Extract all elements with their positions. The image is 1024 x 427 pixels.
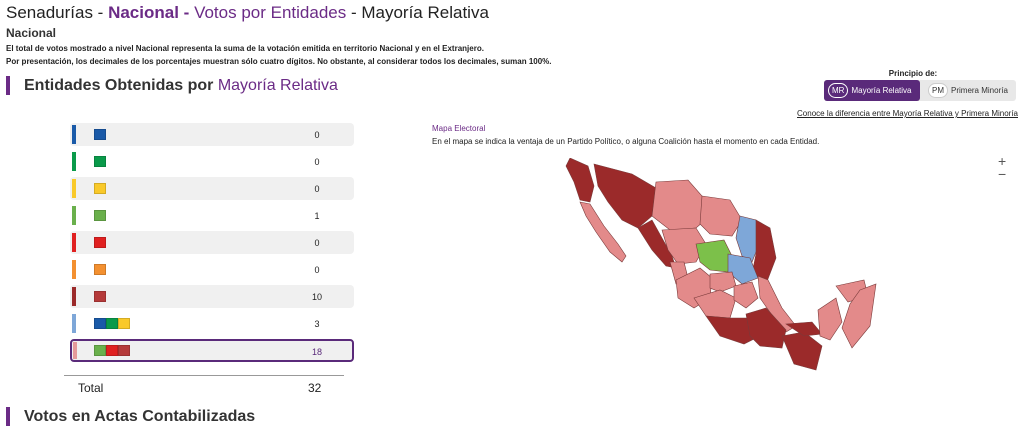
morena-logo [94, 291, 106, 302]
party-value: 0 [314, 157, 320, 167]
primera-minoria-button[interactable]: PM Primera Minoría [924, 80, 1016, 101]
principio-label: Principio de: [888, 69, 938, 78]
breadcrumb-votos-entidades[interactable]: Votos por Entidades [194, 3, 347, 22]
breadcrumb-nacional[interactable]: Nacional - [108, 3, 190, 22]
party-logos [94, 291, 106, 302]
party-row[interactable]: 1 [70, 204, 354, 227]
party-color-bar [72, 152, 76, 171]
party-row[interactable]: 10 [70, 285, 354, 308]
pm-badge: PM [928, 83, 948, 98]
party-color-bar [72, 206, 76, 225]
party-value: 18 [311, 347, 322, 357]
party-value: 10 [311, 292, 322, 302]
state-chiapas[interactable] [781, 331, 823, 371]
party-row[interactable]: 0 [70, 177, 354, 200]
total-divider [64, 375, 344, 376]
party-value: 0 [314, 265, 320, 275]
party-logos [94, 156, 106, 167]
party-value: 3 [314, 319, 320, 329]
party-color-bar [72, 314, 76, 333]
state-san-luis-potosi[interactable] [727, 253, 759, 285]
pan-logo [94, 318, 106, 329]
party-value: 1 [314, 211, 320, 221]
prd-logo [118, 318, 130, 329]
state-sonora[interactable] [593, 163, 657, 229]
mr-badge: MR [828, 83, 849, 98]
party-logos [94, 129, 106, 140]
total-value: 32 [308, 381, 322, 395]
party-value: 0 [314, 184, 320, 194]
map-title: Mapa Electoral [432, 124, 486, 133]
pri-logo [106, 318, 118, 329]
party-row[interactable]: 0 [70, 150, 354, 173]
pvem-logo [94, 345, 106, 356]
pm-label: Primera Minoría [951, 86, 1008, 95]
party-color-bar [73, 342, 77, 359]
state-michoacan[interactable] [693, 289, 737, 319]
party-row[interactable]: 0 [70, 123, 354, 146]
state-durango[interactable] [661, 227, 707, 265]
party-color-bar [72, 125, 76, 144]
pt-logo [106, 345, 118, 356]
prd-logo [94, 183, 106, 194]
morena-logo [118, 345, 130, 356]
total-label: Total [78, 381, 104, 395]
party-color-bar [72, 287, 76, 306]
breadcrumb: Senadurías - Nacional - Votos por Entida… [6, 3, 489, 23]
mr-label: Mayoría Relativa [851, 86, 912, 95]
party-row[interactable]: 0 [70, 258, 354, 281]
breadcrumb-mayoria: - Mayoría Relativa [350, 3, 489, 22]
state-baja-california-sur[interactable] [579, 201, 627, 263]
party-logos [94, 345, 130, 356]
party-logos [94, 264, 106, 275]
state-estado-mexico[interactable] [733, 281, 759, 309]
state-quintana-roo[interactable] [841, 283, 877, 349]
zoom-out-button[interactable]: − [998, 166, 1007, 182]
state-zacatecas[interactable] [695, 239, 733, 273]
party-row[interactable]: 0 [70, 231, 354, 254]
pri-logo [94, 156, 106, 167]
zoom-in-button[interactable]: + [998, 153, 1007, 169]
entidades-heading-accent: Mayoría Relativa [217, 77, 338, 94]
note-total: El total de votos mostrado a nivel Nacio… [6, 44, 484, 53]
pvem-logo [94, 210, 106, 221]
mc-logo [94, 264, 106, 275]
party-logos [94, 210, 106, 221]
votos-actas-heading: Votos en Actas Contabilizadas [6, 407, 255, 426]
principio-toggle: MR Mayoría Relativa PM Primera Minoría [824, 80, 1016, 101]
party-color-bar [72, 260, 76, 279]
state-coahuila[interactable] [699, 195, 743, 237]
party-color-bar [72, 179, 76, 198]
map-subtitle: En el mapa se indica la ventaja de un Pa… [432, 137, 820, 146]
party-logos [94, 183, 106, 194]
note-decimals: Por presentación, los decimales de los p… [6, 57, 552, 66]
entidades-heading: Entidades Obtenidas por Mayoría Relativa [6, 76, 338, 95]
party-value: 0 [314, 238, 320, 248]
state-guanajuato[interactable] [709, 271, 737, 293]
entidades-heading-main: Entidades Obtenidas por [24, 77, 214, 94]
party-row[interactable]: 18 [70, 339, 354, 362]
party-value: 0 [314, 130, 320, 140]
pt-logo [94, 237, 106, 248]
party-logos [94, 318, 130, 329]
state-veracruz[interactable] [757, 275, 797, 333]
state-baja-california[interactable] [565, 158, 595, 203]
party-color-bar [72, 233, 76, 252]
state-campeche[interactable] [817, 297, 843, 341]
breadcrumb-senadurias[interactable]: Senadurías - [6, 3, 104, 22]
section-title: Nacional [6, 26, 57, 40]
electoral-map [565, 158, 877, 371]
diferencia-link[interactable]: Conoce la diferencia entre Mayoría Relat… [797, 109, 1018, 118]
state-oaxaca[interactable] [745, 307, 787, 349]
mayoria-relativa-button[interactable]: MR Mayoría Relativa [824, 80, 920, 101]
pan-logo [94, 129, 106, 140]
party-logos [94, 237, 106, 248]
party-row[interactable]: 3 [70, 312, 354, 335]
